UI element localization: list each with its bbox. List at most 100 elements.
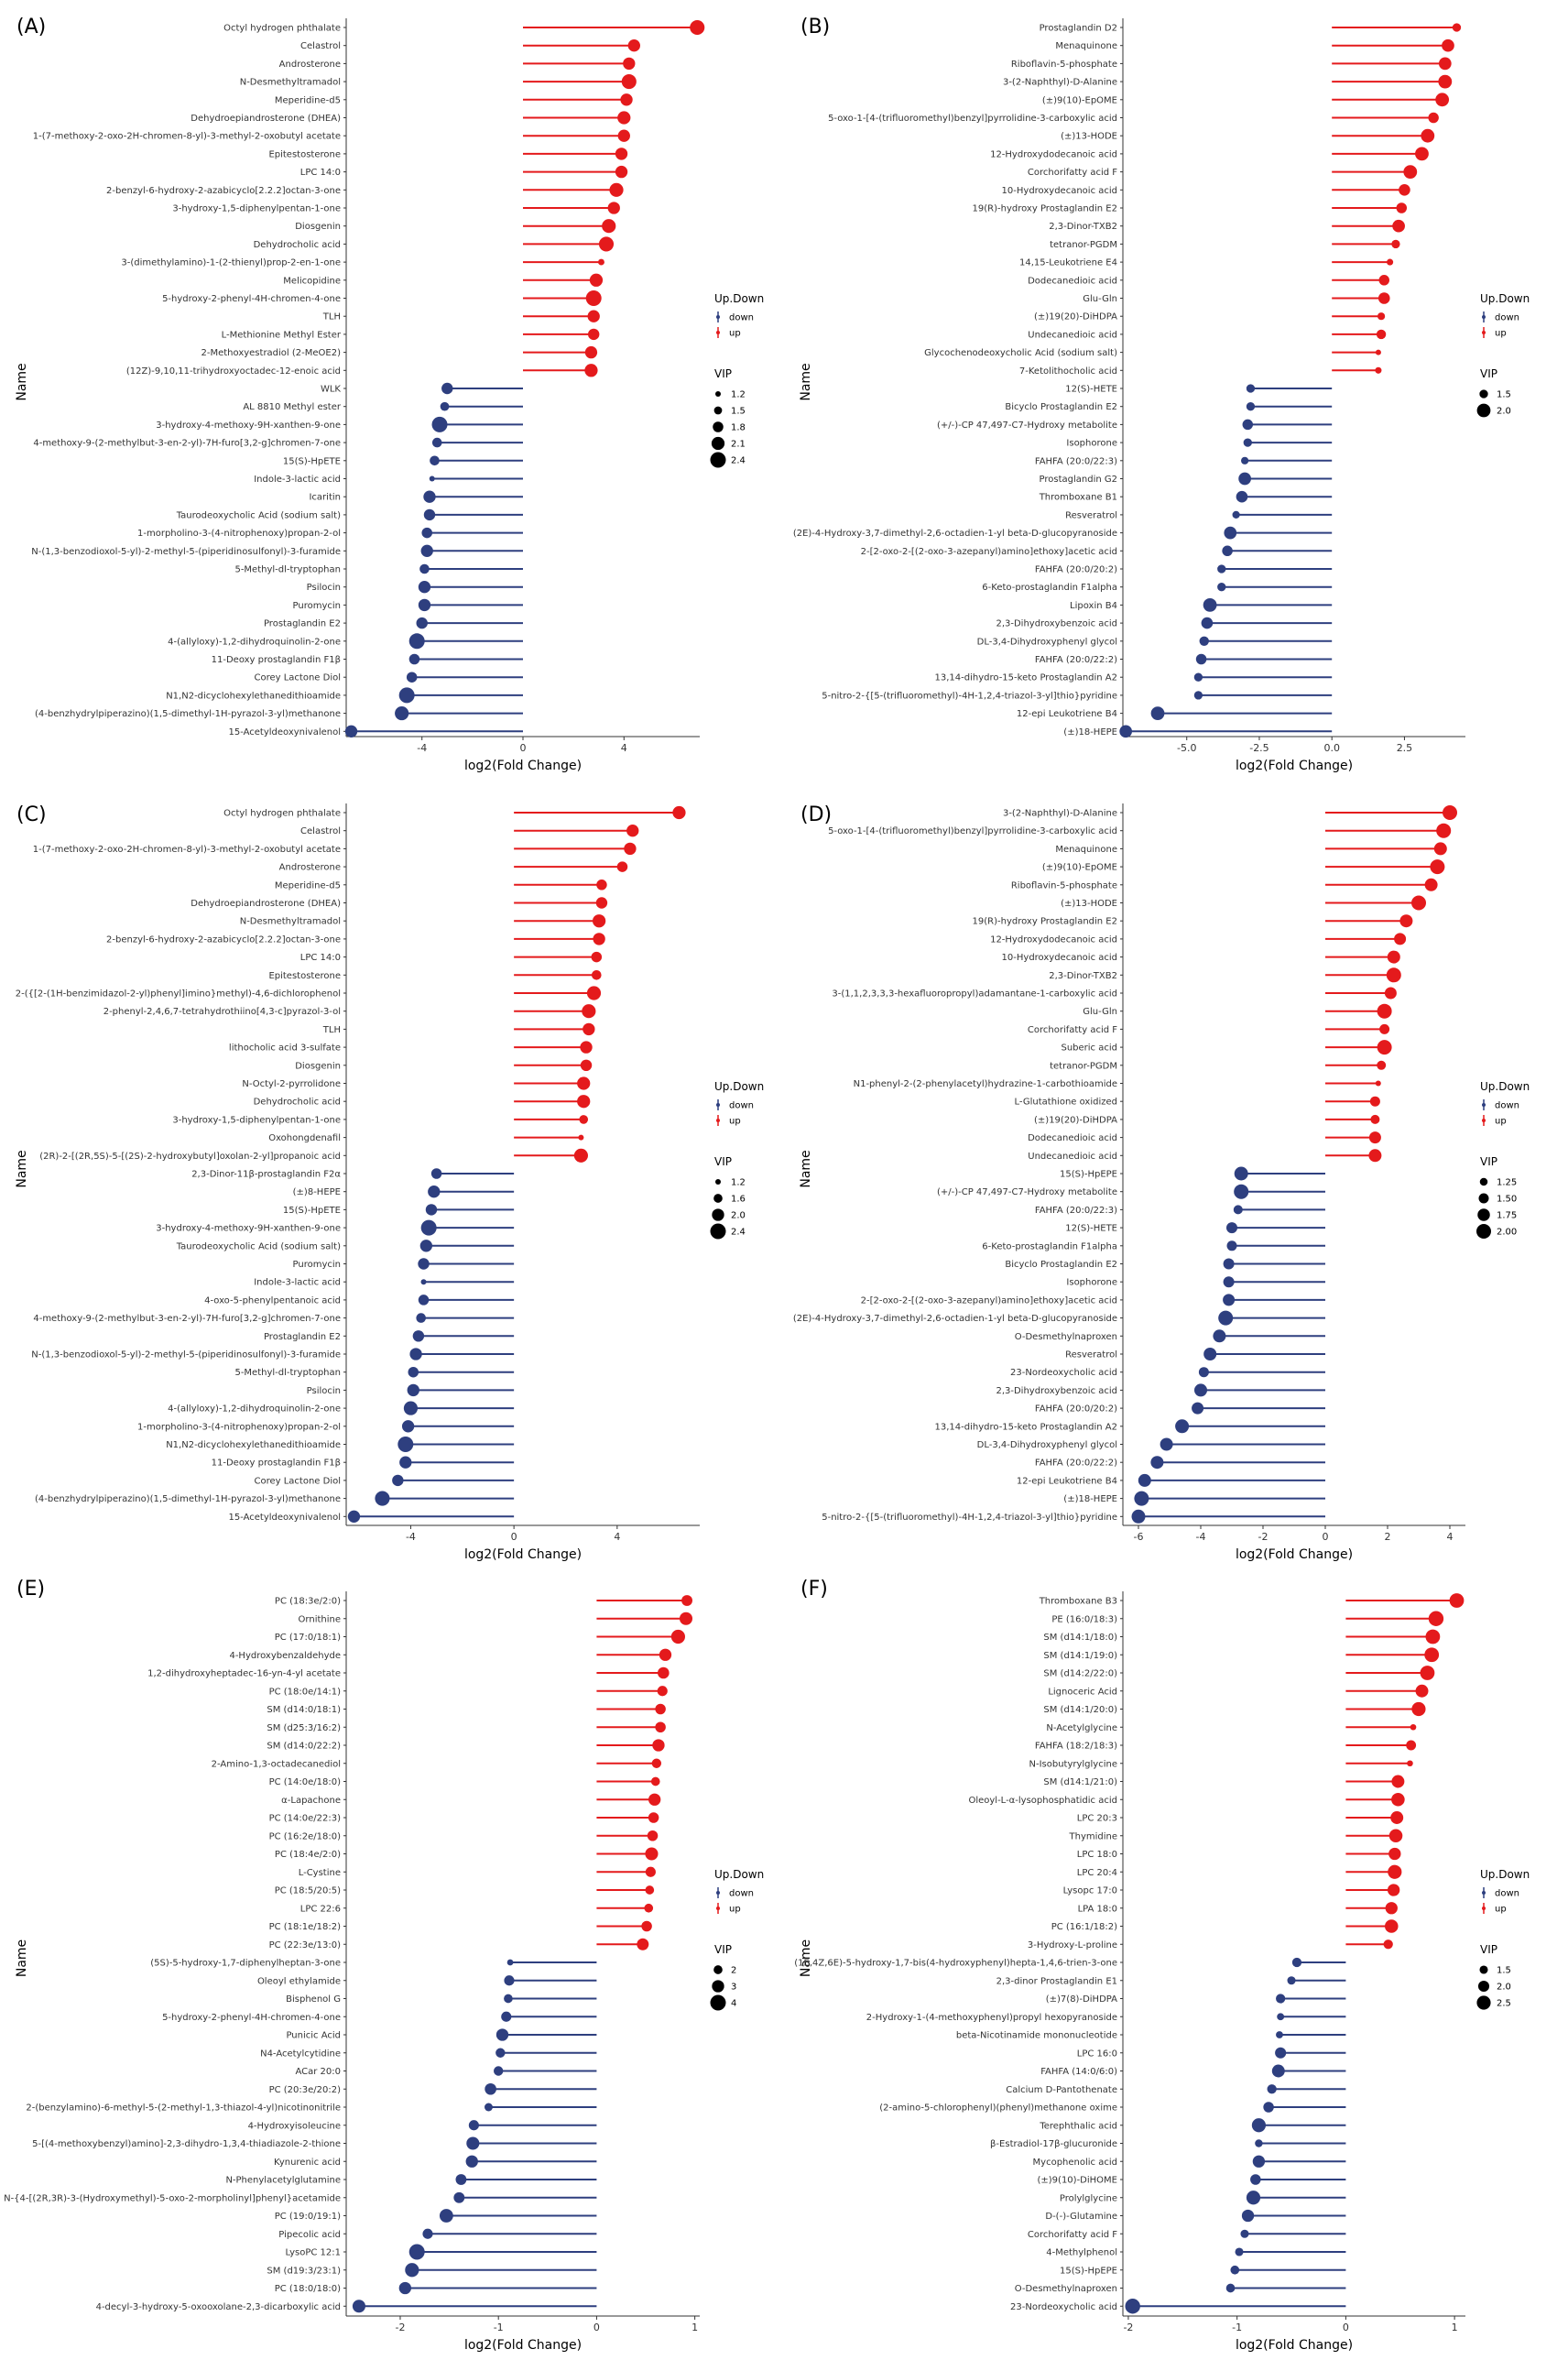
legend-swatch-dot — [1482, 1907, 1486, 1910]
compound-label: 2-phenyl-2,4,6,7-tetrahydrothiino[4,3-c]… — [103, 1007, 341, 1017]
lollipop-point — [347, 1510, 361, 1523]
lollipop-point — [681, 1595, 692, 1606]
lollipop-point — [1150, 706, 1165, 720]
lollipop-point — [1425, 1629, 1441, 1644]
lollipop-point — [1246, 402, 1256, 411]
lollipop-point — [399, 1456, 412, 1469]
lollipop-point — [1368, 1149, 1382, 1163]
compound-label: Prostaglandin E2 — [264, 1332, 341, 1342]
legend-size-label: 1.5 — [1497, 1966, 1511, 1976]
legend-size-label: 3 — [731, 1983, 736, 1993]
legend-size-title: VIP — [1480, 1943, 1497, 1956]
legend-size-label: 2.0 — [1497, 1983, 1511, 1993]
lollipop-point — [398, 687, 415, 704]
lollipop-point — [408, 1366, 419, 1378]
compound-label: Melicopidine — [283, 276, 341, 286]
lollipop-point — [598, 258, 604, 266]
x-axis-title: log2(Fold Change) — [1236, 759, 1353, 773]
compound-label: AL 8810 Methyl ester — [243, 402, 342, 412]
legend-color-label: up — [1495, 1905, 1507, 1915]
compound-label: Indole-3-lactic acid — [254, 1278, 341, 1288]
compound-label: 5-Methyl-dl-tryptophan — [234, 565, 341, 575]
compound-label: LPC 14:0 — [300, 168, 341, 178]
compound-label: LPC 14:0 — [300, 953, 341, 963]
compound-label: FAHFA (20:0/22:2) — [1035, 655, 1117, 665]
compound-label: Diosgenin — [295, 222, 341, 232]
compound-label: 2-benzyl-6-hydroxy-2-azabicyclo[2.2.2]oc… — [106, 934, 341, 945]
compound-label: 15(S)-HpETE — [283, 456, 341, 466]
lollipop-point — [647, 1830, 659, 1841]
lollipop-point — [1368, 1131, 1381, 1144]
legend-swatch-dot — [716, 315, 720, 319]
legend-color-label: up — [729, 1117, 741, 1127]
legend-swatch-dot — [716, 1907, 720, 1910]
lollipop-point — [1275, 2047, 1287, 2059]
compound-label: 2-Amino-1,3-octadecanediol — [212, 1759, 341, 1769]
lollipop-point — [1222, 545, 1233, 557]
compound-label: 2-[2-oxo-2-[(2-oxo-3-azepanyl)amino]etho… — [861, 1295, 1117, 1306]
compound-label: DL-3,4-Dihydroxyphenyl glycol — [977, 637, 1117, 647]
legend-color-title: Up.Down — [714, 292, 764, 305]
compound-label: N-Octyl-2-pyrrolidone — [242, 1079, 341, 1089]
compound-label: 2,3-Dinor-TXB2 — [1049, 222, 1117, 232]
compound-label: Diosgenin — [295, 1061, 341, 1071]
legend-size-dot — [713, 1965, 723, 1974]
lollipop-point — [644, 1903, 654, 1913]
compound-label: 2,3-Dihydroxybenzoic acid — [996, 1386, 1117, 1396]
lollipop-point — [420, 544, 433, 557]
lollipop-point — [641, 1920, 652, 1932]
lollipop-point — [690, 19, 705, 36]
legend-size-dot — [1479, 1177, 1488, 1186]
chart-panel-c: (C) -4 0 4 log2(Fold Change) Name Octyl hydrog… — [15, 803, 764, 1562]
compound-label: N-(1,3-benzodioxol-5-yl)-2-methyl-5-(pip… — [31, 1350, 341, 1360]
compound-label: 2,3-dinor Prostaglandin E1 — [996, 1976, 1117, 1986]
x-tick-label: 0 — [511, 1531, 517, 1543]
compound-label: Menaquinone — [1055, 845, 1117, 855]
compound-label: Undecanedioic acid — [1028, 1152, 1117, 1162]
compound-label: (2-amino-5-chlorophenyl)(phenyl)methanon… — [879, 2103, 1117, 2114]
compound-label: Prostaglandin E2 — [264, 619, 341, 629]
lollipop-point — [1438, 74, 1453, 89]
y-axis-title: Name — [15, 1939, 29, 1977]
lollipop-point — [587, 328, 600, 341]
legend-size-dot — [1478, 1193, 1489, 1204]
x-tick-label: 0 — [593, 2322, 600, 2333]
legend-size-dot — [712, 1980, 724, 1993]
compound-label: Meperidine-d5 — [275, 880, 341, 890]
compound-label: 2-Methoxyestradiol (2-MeOE2) — [201, 348, 342, 358]
lollipop-point — [1250, 2174, 1261, 2185]
compound-label: Psilocin — [307, 1386, 341, 1396]
lollipop-point — [485, 2082, 496, 2095]
lollipop-point — [598, 236, 615, 252]
lollipop-point — [1246, 2191, 1261, 2205]
compound-label: Menaquinone — [1055, 41, 1117, 51]
compound-label: 19(R)-hydroxy Prostaglandin E2 — [973, 204, 1117, 214]
lollipop-point — [416, 1313, 426, 1323]
compound-label: 2-({[2-(1H-benzimidazol-2-yl)phenyl]imin… — [16, 989, 341, 1000]
compound-label: L-Cystine — [299, 1868, 341, 1878]
lollipop-point — [1223, 1258, 1235, 1270]
panel-label: (B) — [800, 16, 830, 38]
compound-label: L-Glutathione oxidized — [1015, 1098, 1118, 1108]
compound-label: (±)13-HODE — [1061, 899, 1117, 909]
compound-label: PC (18:0e/14:1) — [269, 1687, 342, 1697]
compound-label: 4-Hydroxybenzaldehyde — [229, 1651, 341, 1661]
lollipop-point — [439, 2209, 453, 2223]
legend-size-dot — [710, 452, 726, 468]
compound-label: L-Methionine Methyl Ester — [222, 330, 342, 340]
x-tick-label: 4 — [614, 1531, 620, 1543]
lollipop-point — [580, 1059, 593, 1072]
chart-panel-a: (A) -4 0 4 log2(Fold Change) Name Octyl hydrog… — [15, 16, 764, 773]
compound-label: 4-methoxy-9-(2-methylbut-3-en-2-yl)-7H-f… — [33, 1314, 341, 1324]
lollipop-point — [1396, 202, 1408, 213]
lollipop-point — [1223, 1276, 1235, 1288]
compound-label: 1-morpholino-3-(4-nitrophenoxy)propan-2-… — [137, 1422, 341, 1432]
legend-size-dot — [1479, 1965, 1488, 1974]
lollipop-point — [455, 2174, 467, 2185]
lollipop-point — [1375, 349, 1381, 355]
compound-label: Bicyclo Prostaglandin E2 — [1005, 402, 1117, 412]
lollipop-point — [623, 57, 636, 71]
x-tick-label: 1 — [691, 2322, 698, 2333]
chart-panel-f: (F) -2 -1 0 1 log2(Fold Change) Name Thromboxan… — [794, 1578, 1530, 2353]
lollipop-point — [430, 455, 440, 466]
